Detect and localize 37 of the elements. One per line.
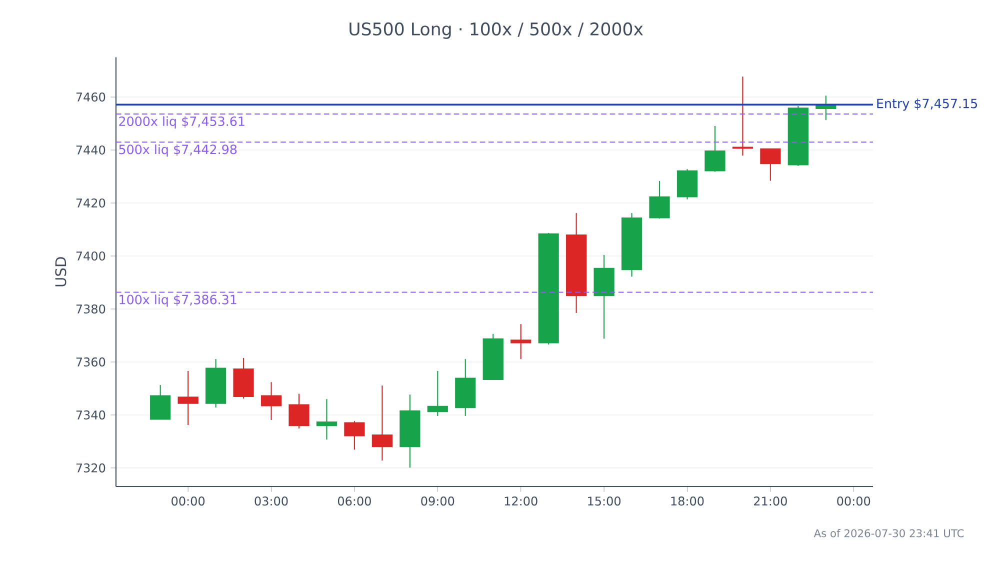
ref-line-label: 500x liq $7,442.98 [119, 144, 237, 157]
candlestick [760, 148, 781, 182]
x-tick-label: 15:00 [588, 496, 621, 506]
y-tick-label: 7320 [76, 464, 106, 473]
candlestick [732, 76, 754, 156]
candlestick [427, 370, 448, 417]
candlestick [178, 370, 198, 426]
y-tick-label: 7460 [76, 92, 106, 102]
y-tick-label: 7380 [76, 304, 106, 314]
ref-line-label: 2000x liq $7,453.61 [119, 116, 244, 129]
text: As of 2026-07-30 23:41 UTC [814, 529, 964, 538]
candlestick [316, 398, 338, 440]
x-tick-label: 00:00 [837, 496, 870, 506]
candlestick [344, 420, 365, 450]
chart-title: US500 Long · 100x / 500x / 2000x [350, 22, 643, 39]
y-axis-title: USD [55, 257, 66, 286]
x-tick-label: 03:00 [254, 496, 288, 506]
y-tick-label: 7420 [76, 198, 106, 208]
candlestick [704, 125, 726, 172]
candlestick [372, 385, 392, 462]
candlestick [510, 324, 532, 360]
x-tick-label: 21:00 [754, 496, 787, 506]
x-tick-label: 18:00 [671, 496, 704, 506]
candlestick [260, 382, 282, 421]
ref-line-label: 100x liq $7,386.31 [120, 294, 236, 307]
x-tick-label: 12:00 [504, 496, 538, 506]
y-tick-label: 7340 [76, 410, 106, 420]
candlestick [288, 393, 310, 430]
x-tick-label: 06:00 [338, 496, 371, 506]
y-tick-label: 7400 [76, 252, 106, 261]
candlestick [150, 384, 171, 420]
y-tick-label: 7440 [76, 146, 106, 155]
x-tick-label: 09:00 [421, 496, 454, 506]
candlestick [649, 180, 670, 220]
x-tick-label: 00:00 [172, 496, 205, 506]
ref-line-label: Entry $7,457.15 [877, 98, 978, 111]
y-tick-label: 7360 [76, 358, 106, 367]
